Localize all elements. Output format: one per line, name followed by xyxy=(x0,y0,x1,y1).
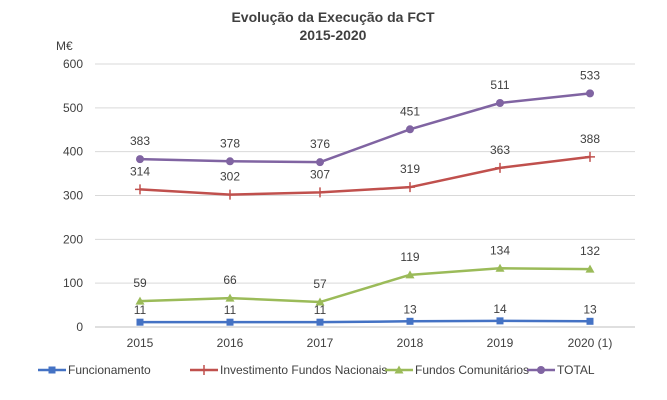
data-label: 511 xyxy=(490,78,509,92)
legend-label: TOTAL xyxy=(557,363,595,377)
y-tick-label: 0 xyxy=(76,320,83,334)
data-label: 57 xyxy=(313,277,327,291)
data-label: 451 xyxy=(400,104,420,118)
series-total xyxy=(136,89,594,167)
series-funcionamento xyxy=(136,317,594,326)
data-label: 13 xyxy=(583,302,597,316)
y-tick-label: 600 xyxy=(63,57,83,71)
y-tick-label: 200 xyxy=(63,232,83,246)
legend-marker xyxy=(537,366,545,374)
data-point xyxy=(495,263,505,272)
data-point xyxy=(135,184,145,195)
data-point xyxy=(405,182,415,193)
legend-marker xyxy=(394,365,404,374)
data-point xyxy=(496,317,504,325)
data-label: 119 xyxy=(400,250,419,264)
data-label: 302 xyxy=(220,170,240,184)
data-label: 378 xyxy=(220,136,240,150)
data-label: 66 xyxy=(223,273,237,287)
data-point xyxy=(585,264,595,273)
y-tick-label: 500 xyxy=(63,101,83,115)
series-fundos-comunit-rios xyxy=(135,263,595,306)
x-tick-label: 2016 xyxy=(217,336,244,350)
legend-label: Funcionamento xyxy=(68,363,151,377)
data-label: 11 xyxy=(224,303,237,317)
legend-item: TOTAL xyxy=(527,363,595,377)
data-label: 314 xyxy=(130,164,150,178)
legend-label: Fundos Comunitários xyxy=(415,363,529,377)
data-label: 319 xyxy=(400,162,420,176)
data-label: 376 xyxy=(310,137,330,151)
series-investimento-fundos-nacionais xyxy=(135,151,595,200)
y-axis-unit-label: M€ xyxy=(56,39,73,53)
legend-item: Fundos Comunitários xyxy=(385,363,529,377)
y-tick-label: 100 xyxy=(63,276,83,290)
data-point xyxy=(496,99,504,108)
data-label: 307 xyxy=(310,167,330,181)
legend-marker xyxy=(48,366,56,374)
data-label: 134 xyxy=(490,243,510,257)
x-tick-label: 2015 xyxy=(127,336,154,350)
data-label: 383 xyxy=(130,134,150,148)
data-label: 533 xyxy=(580,68,600,82)
legend-item: Investimento Fundos Nacionais xyxy=(190,363,387,377)
data-point xyxy=(585,151,595,162)
data-label: 13 xyxy=(403,302,417,316)
x-tick-label: 2018 xyxy=(397,336,424,350)
data-point xyxy=(226,318,234,326)
data-label: 59 xyxy=(133,276,147,290)
data-label: 11 xyxy=(134,303,147,317)
data-point xyxy=(406,125,414,134)
series-line xyxy=(139,155,591,196)
data-label: 11 xyxy=(314,303,327,317)
y-tick-label: 300 xyxy=(63,189,83,203)
y-tick-label: 400 xyxy=(63,145,83,159)
data-point xyxy=(316,158,324,167)
legend-label: Investimento Fundos Nacionais xyxy=(220,363,387,377)
data-point xyxy=(586,89,594,98)
x-tick-label: 2017 xyxy=(307,336,334,350)
data-point xyxy=(136,155,144,164)
chart-subtitle: 2015-2020 xyxy=(300,27,367,43)
data-label: 14 xyxy=(493,302,507,316)
x-tick-label: 2019 xyxy=(487,336,514,350)
series-line xyxy=(140,319,591,324)
data-label: 363 xyxy=(490,143,510,157)
data-point xyxy=(135,296,145,305)
data-point xyxy=(405,270,415,279)
data-point xyxy=(136,318,144,326)
data-point xyxy=(315,297,325,306)
data-point xyxy=(315,187,325,198)
series-line xyxy=(139,92,591,164)
data-point xyxy=(316,318,324,326)
data-point xyxy=(586,317,594,325)
data-label: 132 xyxy=(580,244,600,258)
legend-item: Funcionamento xyxy=(38,363,151,377)
x-tick-label: 2020 (1) xyxy=(568,336,613,350)
series-line xyxy=(139,267,591,304)
data-point xyxy=(226,157,234,166)
legend-marker xyxy=(199,365,209,375)
data-point xyxy=(225,189,235,200)
data-point xyxy=(225,293,235,302)
chart-title: Evolução da Execução da FCT xyxy=(231,9,435,25)
data-point xyxy=(495,162,505,173)
data-label: 388 xyxy=(580,132,600,146)
data-point xyxy=(406,317,414,325)
